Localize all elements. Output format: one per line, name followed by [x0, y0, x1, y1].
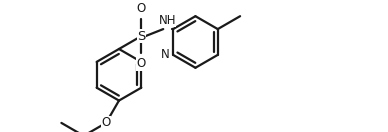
Text: O: O [101, 116, 111, 129]
Text: S: S [137, 30, 146, 43]
Text: O: O [137, 57, 146, 70]
Text: N: N [161, 48, 169, 61]
Text: O: O [137, 2, 146, 15]
Text: NH: NH [159, 14, 176, 27]
